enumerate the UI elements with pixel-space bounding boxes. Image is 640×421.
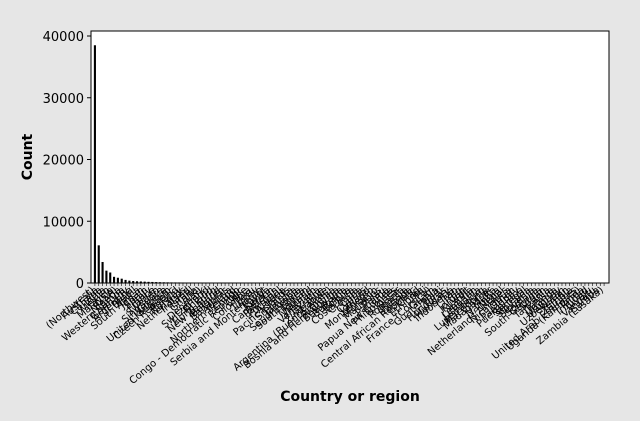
bar bbox=[105, 270, 108, 283]
bar bbox=[174, 282, 177, 283]
y-tick-label: 20000 bbox=[43, 154, 84, 169]
y-tick-label: 40000 bbox=[43, 30, 84, 45]
bar bbox=[151, 281, 154, 283]
bar bbox=[109, 272, 112, 283]
bar bbox=[181, 282, 185, 283]
y-tick-label: 30000 bbox=[43, 92, 84, 107]
bar bbox=[113, 276, 116, 283]
bar bbox=[178, 282, 181, 283]
bar bbox=[139, 281, 142, 283]
bar bbox=[93, 45, 96, 284]
y-axis: 0 10000 20000 30000 40000 bbox=[43, 30, 91, 292]
bar bbox=[158, 282, 162, 283]
bar bbox=[120, 278, 123, 283]
bar bbox=[162, 282, 165, 283]
y-axis-title: Count bbox=[20, 133, 36, 180]
bar bbox=[124, 279, 127, 283]
bar bbox=[97, 245, 100, 283]
x-axis-title: Country or region bbox=[280, 389, 420, 405]
bar bbox=[143, 281, 146, 283]
plot-area bbox=[90, 30, 610, 284]
bar bbox=[155, 282, 158, 283]
bar bbox=[128, 280, 131, 283]
y-tick-label: 0 bbox=[76, 277, 84, 292]
bar bbox=[101, 262, 104, 283]
bar bbox=[135, 281, 139, 283]
bar bbox=[170, 282, 173, 283]
bar bbox=[166, 282, 169, 283]
bar bbox=[116, 277, 119, 283]
bar bbox=[132, 281, 135, 283]
y-tick-label: 10000 bbox=[43, 215, 84, 230]
bar bbox=[147, 281, 150, 283]
